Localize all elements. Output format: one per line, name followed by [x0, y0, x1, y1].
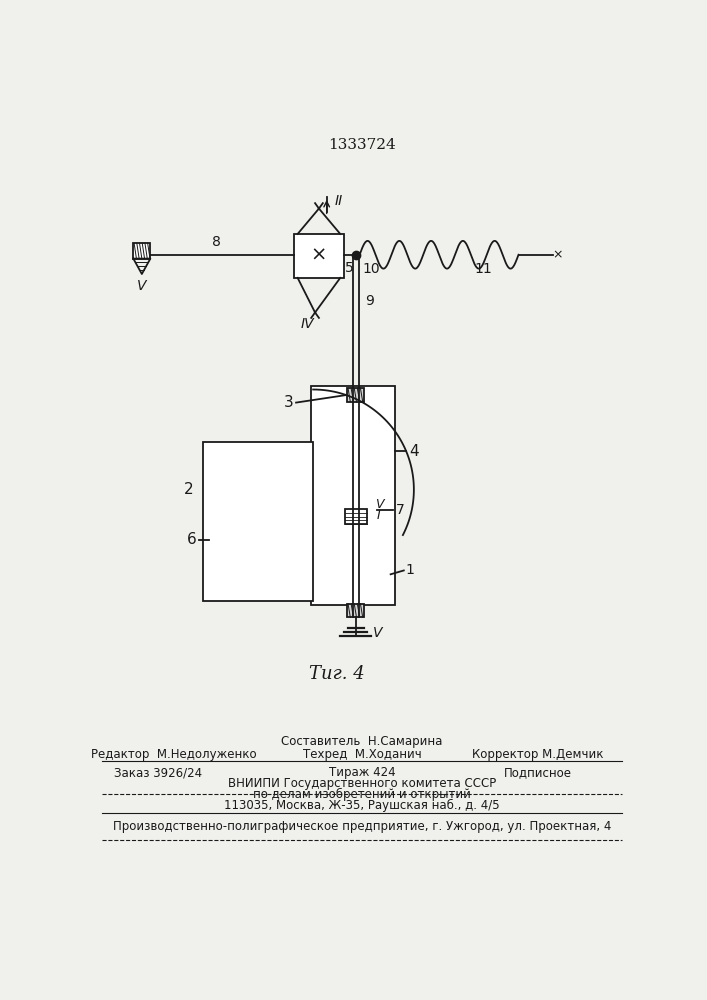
- Text: 4: 4: [409, 444, 419, 459]
- Text: I: I: [377, 509, 381, 522]
- Text: Тираж 424: Тираж 424: [329, 766, 395, 779]
- Text: Составитель  Н.Самарина: Составитель Н.Самарина: [281, 735, 443, 748]
- Text: 6: 6: [187, 532, 197, 547]
- Bar: [345, 509, 367, 524]
- Bar: [311, 386, 395, 605]
- Text: Редактор  М.Недолуженко: Редактор М.Недолуженко: [90, 748, 257, 761]
- Text: ВНИИПИ Государственного комитета СССР: ВНИИПИ Государственного комитета СССР: [228, 777, 496, 790]
- Text: Заказ 3926/24: Заказ 3926/24: [114, 766, 202, 779]
- Text: V: V: [137, 279, 146, 293]
- Text: 1: 1: [406, 563, 414, 577]
- Bar: [203, 442, 313, 601]
- Text: 113035, Москва, Ж-35, Раушская наб., д. 4/5: 113035, Москва, Ж-35, Раушская наб., д. …: [224, 799, 500, 812]
- Text: 7: 7: [397, 503, 405, 517]
- Text: 5: 5: [345, 261, 354, 275]
- Text: V: V: [375, 498, 383, 512]
- Text: 8: 8: [212, 235, 221, 249]
- Text: ×: ×: [311, 245, 327, 264]
- Text: II: II: [334, 194, 342, 208]
- Text: по делам изобретений и открытий: по делам изобретений и открытий: [253, 788, 471, 801]
- Text: 2: 2: [185, 482, 194, 497]
- Text: 10: 10: [363, 262, 380, 276]
- Text: Техред  М.Ходанич: Техред М.Ходанич: [303, 748, 421, 761]
- Bar: [347, 388, 364, 402]
- Text: 1333724: 1333724: [328, 138, 396, 152]
- Text: ×: ×: [552, 248, 563, 261]
- Bar: [134, 243, 151, 259]
- Text: Производственно-полиграфическое предприятие, г. Ужгород, ул. Проектная, 4: Производственно-полиграфическое предприя…: [112, 820, 611, 833]
- Text: Корректор М.Демчик: Корректор М.Демчик: [472, 748, 604, 761]
- Bar: [347, 604, 364, 617]
- Text: 11: 11: [474, 262, 493, 276]
- Text: Τиг. 4: Τиг. 4: [308, 665, 364, 683]
- Text: 3: 3: [284, 395, 293, 410]
- Text: V: V: [373, 626, 382, 640]
- Text: Подписное: Подписное: [504, 766, 572, 779]
- Bar: [293, 234, 344, 278]
- Text: 9: 9: [366, 294, 374, 308]
- Text: IV: IV: [300, 317, 314, 331]
